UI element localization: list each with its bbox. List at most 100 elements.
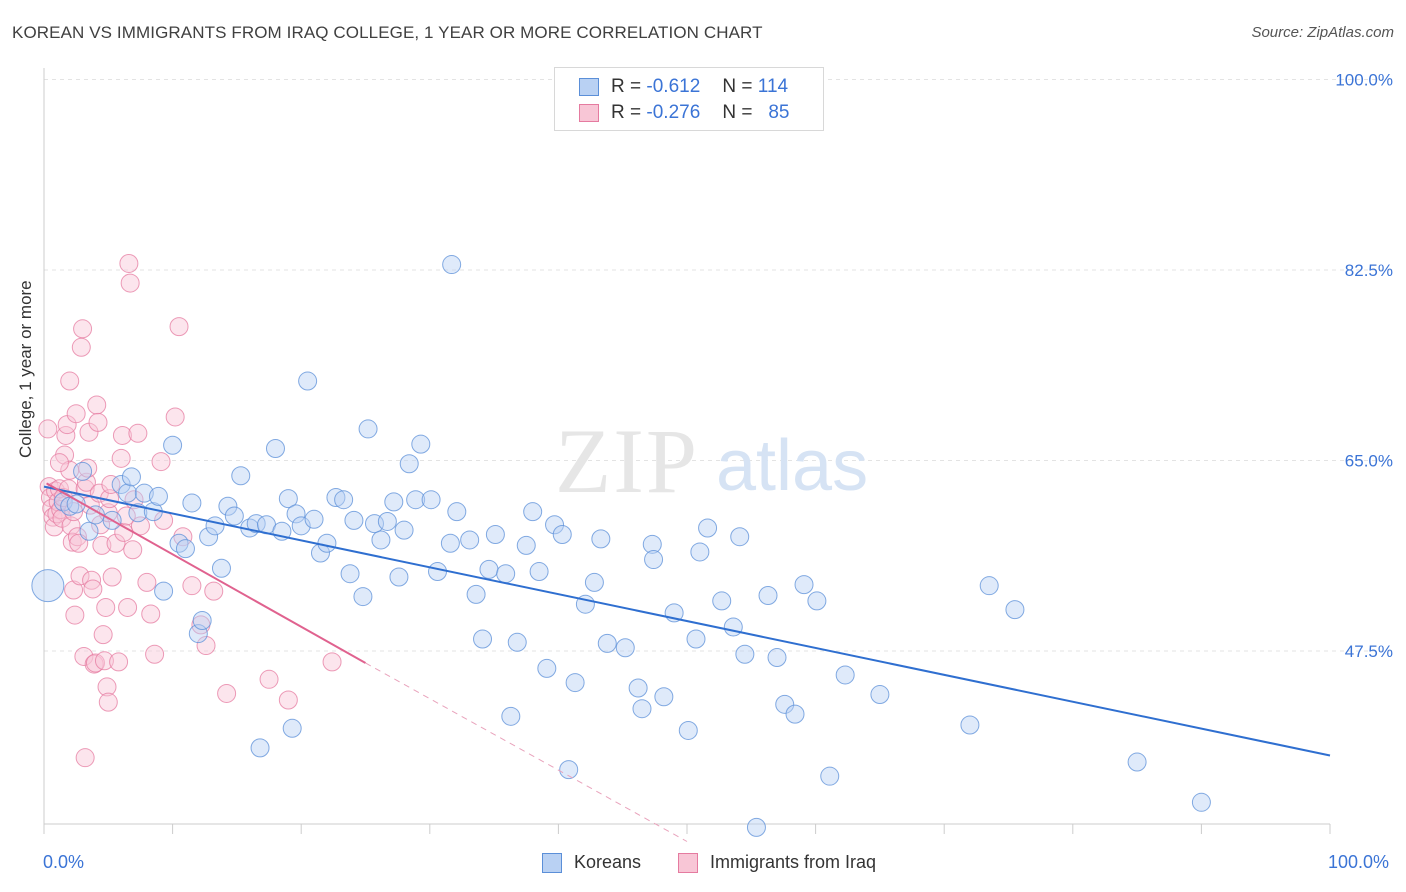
iraq-point: [151, 452, 171, 472]
legend-item-iraq: Immigrants from Iraq: [678, 852, 876, 873]
iraq-point: [204, 581, 224, 601]
korean-point: [565, 673, 585, 693]
legend-n-value: 114: [757, 76, 789, 97]
korean-trend-line: [43, 485, 1331, 757]
korean-point: [79, 521, 99, 541]
korean-point: [371, 530, 391, 550]
korean-point: [344, 510, 364, 530]
axes: [43, 68, 1331, 834]
korean-point: [317, 533, 337, 553]
korean-point: [250, 738, 270, 758]
iraq-point: [67, 527, 87, 547]
korean-point: [394, 520, 414, 540]
korean-point: [979, 576, 999, 596]
korean-point: [807, 591, 827, 611]
iraq-point: [93, 625, 113, 645]
korean-point: [485, 525, 505, 545]
korean-point: [698, 518, 718, 538]
korean-point: [767, 648, 787, 668]
korean-point: [411, 434, 431, 454]
korean-point: [1005, 600, 1025, 620]
korean-point: [479, 559, 499, 579]
y-tick-labels: 47.5% 65.0% 82.5% 100.0%: [1335, 71, 1393, 662]
iraq-point: [182, 576, 202, 596]
source-note: Source: ZipAtlas.com: [1251, 24, 1394, 41]
iraq-point: [145, 644, 165, 664]
korean-point: [128, 503, 148, 523]
korean-point: [545, 515, 565, 535]
korean-point: [192, 611, 212, 631]
iraq-point: [92, 535, 112, 555]
korean-point: [163, 435, 183, 455]
korean-point: [615, 638, 635, 658]
korean-point: [326, 488, 346, 508]
korean-point: [231, 466, 251, 486]
iraq-point: [83, 579, 103, 599]
trend-lines: [43, 482, 1331, 842]
korean-point: [73, 461, 93, 481]
iraq-point: [137, 572, 157, 592]
korean-point: [211, 558, 231, 578]
iraq-point: [94, 651, 114, 671]
korean-point: [730, 527, 750, 547]
korean-point: [118, 483, 138, 503]
iraq-point: [76, 472, 96, 492]
legend-item-koreans: Koreans: [542, 852, 641, 873]
korean-point: [628, 678, 648, 698]
korean-point: [218, 496, 238, 516]
korean-point: [286, 504, 306, 524]
korean-point: [523, 502, 543, 522]
y-tick-label: 100.0%: [1335, 71, 1393, 90]
legend-n-value: 85: [768, 102, 790, 123]
korean-point: [473, 629, 493, 649]
iraq-point: [169, 317, 189, 337]
legend-r-value: -0.612: [646, 76, 701, 97]
iraq-point: [64, 502, 84, 522]
x-tick-left: 0.0%: [43, 852, 85, 872]
korean-point: [304, 509, 324, 529]
iraq-point: [96, 597, 116, 617]
korean-point: [175, 539, 195, 559]
iraq-point: [70, 566, 90, 586]
korean-point: [678, 720, 698, 740]
korean-point: [169, 533, 189, 553]
korean-point: [1191, 792, 1211, 812]
korean-point: [794, 575, 814, 595]
iraq-point: [38, 419, 58, 439]
x-tick-right: 100.0%: [1328, 852, 1390, 872]
legend-r-label: R =: [611, 76, 642, 97]
korean-point: [154, 581, 174, 601]
korean-point: [466, 584, 486, 604]
legend-swatch-iraq: [678, 852, 698, 873]
iraq-point: [91, 515, 111, 535]
iraq-point: [102, 567, 122, 587]
iraq-point: [71, 337, 91, 357]
korean-point: [421, 490, 441, 510]
korean-points: [31, 255, 1211, 837]
korean-point: [358, 419, 378, 439]
iraq-point: [278, 690, 298, 710]
korean-point: [224, 506, 244, 526]
legend-swatch-koreans: [542, 852, 562, 873]
iraq-point: [128, 423, 148, 443]
korean-point: [723, 617, 743, 637]
korean-point: [516, 535, 536, 555]
korean-point: [960, 715, 980, 735]
korean-point: [507, 632, 527, 652]
korean-point: [1127, 752, 1147, 772]
korean-point: [584, 572, 604, 592]
korean-point: [552, 525, 572, 545]
iraq-point: [87, 395, 107, 415]
grid-lines: [44, 79, 1392, 652]
iraq-point: [112, 425, 132, 445]
watermark-atlas: atlas: [716, 426, 868, 506]
korean-point: [820, 766, 840, 786]
korean-point: [428, 562, 448, 582]
legend-swatch-koreans: [579, 78, 599, 96]
watermark-zip: ZIP: [555, 410, 699, 512]
y-tick-label: 47.5%: [1345, 642, 1393, 661]
korean-point: [353, 587, 373, 607]
korean-point: [597, 633, 617, 653]
legend-swatch-iraq: [579, 104, 599, 122]
